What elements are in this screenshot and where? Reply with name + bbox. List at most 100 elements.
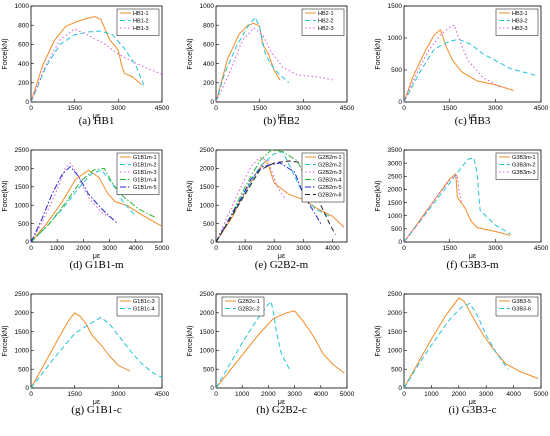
chart-panel: 0 1000 2000 3000 4000 5000 0 500 1000 1500 2000 250… bbox=[2, 147, 170, 271]
legend-label: G3B3-6 bbox=[512, 307, 531, 313]
chart-panel: 0 1500 3000 4500 0 500 1000 1500 με Force(kN) HB3-… bbox=[375, 3, 549, 127]
legend: G1B1c-3 G1B1c-4 bbox=[116, 296, 160, 317]
chart-panel: 0 1500 3000 4500 0 200 400 600 800 1000 με Force(kN… bbox=[187, 3, 355, 127]
y-tick-label: 500 bbox=[203, 366, 214, 373]
y-tick-label: 0 bbox=[398, 239, 402, 246]
x-axis-label: με bbox=[278, 399, 285, 406]
legend-label: G2B2m-2 bbox=[318, 163, 342, 169]
series-line bbox=[30, 169, 137, 243]
x-tick-label: 1000 bbox=[238, 245, 253, 252]
x-tick-label: 2000 bbox=[76, 245, 91, 252]
chart-panel: 0 1000 2000 3000 4000 5000 0 500 1000 1500 2000 250… bbox=[187, 291, 355, 416]
x-tick-label: 0 bbox=[402, 391, 406, 398]
x-tick-label: 5000 bbox=[155, 245, 170, 252]
legend-label: G3B3m-3 bbox=[512, 170, 536, 176]
panel-caption: (c) HB3 bbox=[455, 115, 491, 127]
x-axis-label: με bbox=[469, 399, 476, 406]
y-tick-label: 1500 bbox=[388, 329, 403, 336]
series-line bbox=[30, 166, 118, 243]
y-tick-label: 3500 bbox=[388, 147, 403, 154]
x-axis-label: με bbox=[93, 253, 100, 260]
x-tick-label: 4500 bbox=[534, 245, 549, 252]
series-line bbox=[215, 301, 290, 389]
y-tick-label: 200 bbox=[18, 80, 29, 87]
legend-label: HB1-2 bbox=[133, 19, 149, 25]
series-line bbox=[30, 316, 163, 389]
x-tick-label: 1500 bbox=[442, 245, 457, 252]
y-tick-label: 500 bbox=[391, 366, 402, 373]
x-axis-label: με bbox=[469, 253, 476, 260]
x-tick-label: 5000 bbox=[534, 391, 549, 398]
y-tick-label: 0 bbox=[398, 99, 402, 106]
x-tick-label: 1000 bbox=[235, 391, 250, 398]
x-tick-label: 1500 bbox=[67, 105, 82, 112]
x-tick-label: 3000 bbox=[102, 245, 117, 252]
legend-label: G3B3-5 bbox=[512, 299, 531, 305]
y-tick-label: 2500 bbox=[200, 291, 215, 298]
y-tick-label: 1000 bbox=[15, 348, 30, 355]
y-tick-label: 1000 bbox=[388, 348, 403, 355]
chart-panel: 0 1500 3000 4500 0 500 1000 1500 2000 2500 3000 350… bbox=[375, 147, 549, 271]
y-tick-label: 2500 bbox=[15, 291, 30, 298]
legend-label: HB1-1 bbox=[133, 11, 149, 17]
panel-caption: (a) HB1 bbox=[79, 115, 115, 127]
panel-caption: (i) G3B3-c bbox=[449, 404, 497, 416]
x-tick-label: 2000 bbox=[267, 245, 282, 252]
y-tick-label: 1000 bbox=[200, 202, 215, 209]
legend-label: HB3-1 bbox=[512, 11, 528, 17]
series-line bbox=[403, 157, 511, 243]
legend-label: G3B3m-2 bbox=[512, 163, 536, 169]
legend-label: G1B1m-1 bbox=[133, 155, 157, 161]
legend-box bbox=[116, 296, 160, 317]
x-tick-label: 3000 bbox=[296, 105, 311, 112]
chart-panel: 0 1500 3000 4500 0 500 1000 1500 2000 2500 με Force… bbox=[2, 291, 170, 416]
y-tick-label: 500 bbox=[391, 226, 402, 233]
y-tick-label: 2000 bbox=[388, 187, 403, 194]
chart-panel: 0 1000 2000 3000 4000 0 500 1000 1500 2000 2500 με F… bbox=[187, 147, 348, 271]
y-tick-label: 1000 bbox=[200, 348, 215, 355]
y-tick-label: 600 bbox=[18, 42, 29, 49]
x-tick-label: 4000 bbox=[314, 391, 329, 398]
x-tick-label: 0 bbox=[214, 105, 218, 112]
y-tick-label: 1500 bbox=[15, 184, 30, 191]
legend-box bbox=[495, 296, 539, 317]
x-tick-label: 3000 bbox=[111, 391, 126, 398]
panel-caption: (e) G2B2-m bbox=[255, 259, 309, 271]
x-tick-label: 4500 bbox=[155, 391, 170, 398]
chart-panel: 0 1000 2000 3000 4000 5000 0 500 1000 1500 2000 250… bbox=[375, 291, 549, 416]
x-tick-label: 4000 bbox=[506, 391, 521, 398]
x-tick-label: 3000 bbox=[488, 245, 503, 252]
series-line bbox=[215, 160, 336, 243]
legend-label: G1B1m-3 bbox=[133, 170, 157, 176]
legend-label: HB2-1 bbox=[318, 11, 334, 17]
y-tick-label: 0 bbox=[210, 99, 214, 106]
x-axis-label: με bbox=[278, 253, 285, 260]
y-tick-label: 2000 bbox=[200, 166, 215, 173]
y-tick-label: 2000 bbox=[15, 310, 30, 317]
x-tick-label: 1500 bbox=[442, 105, 457, 112]
series-line bbox=[215, 22, 281, 103]
y-tick-label: 400 bbox=[203, 61, 214, 68]
y-axis-label: Force(kN) bbox=[2, 38, 9, 69]
x-tick-label: 1500 bbox=[252, 105, 267, 112]
y-tick-label: 1000 bbox=[15, 202, 30, 209]
series-line bbox=[30, 30, 145, 103]
series-line bbox=[403, 173, 511, 243]
y-tick-label: 1000 bbox=[15, 3, 30, 10]
x-tick-label: 1500 bbox=[67, 391, 82, 398]
legend: G2B2c-1 G2B2c-2 bbox=[221, 296, 265, 317]
legend-label: HB1-3 bbox=[133, 26, 149, 32]
legend-label: G2B2m-3 bbox=[318, 170, 342, 176]
panel-caption: (d) G1B1-m bbox=[69, 259, 124, 271]
legend-label: G3B3m-1 bbox=[512, 155, 536, 161]
panel-caption: (b) HB2 bbox=[263, 115, 299, 127]
y-tick-label: 0 bbox=[25, 99, 29, 106]
y-tick-label: 2500 bbox=[388, 173, 403, 180]
x-tick-label: 1000 bbox=[424, 391, 439, 398]
legend-label: G2B2m-5 bbox=[318, 185, 342, 191]
x-tick-label: 3000 bbox=[479, 391, 494, 398]
